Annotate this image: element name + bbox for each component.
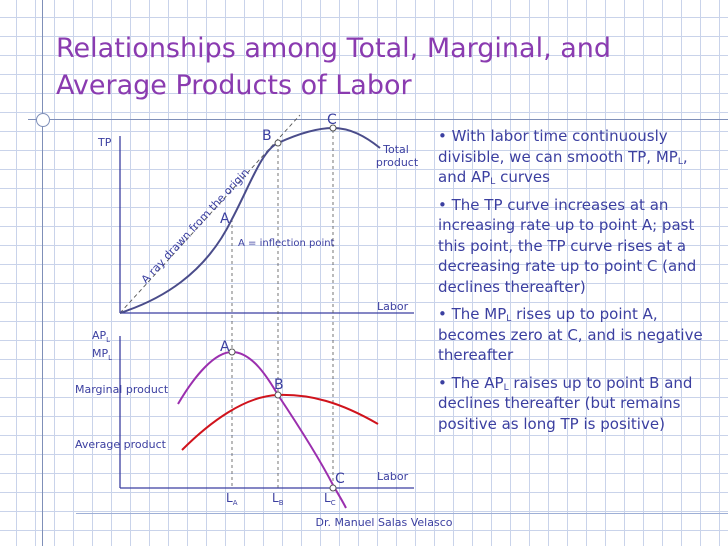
labor-tick-lc: LC xyxy=(324,491,336,507)
mp-point-c-label: C xyxy=(335,471,345,487)
bullet-item: • The TP curve increases at an increasin… xyxy=(438,195,697,296)
inflection-point-label: A = inflection point xyxy=(238,238,335,249)
marginal-product-label: Marginal product xyxy=(75,383,169,396)
slide-title: Relationships among Total, Marginal, and… xyxy=(56,30,696,104)
decorative-vertical-rule xyxy=(42,0,43,546)
average-product-label: Average product xyxy=(75,438,167,451)
tp-point-b-label: B xyxy=(262,128,272,144)
tp-point-c-marker xyxy=(329,124,337,132)
tp-x-axis-label: Labor xyxy=(377,300,409,313)
title-line-2: Average Products of Labor xyxy=(56,70,412,101)
ray-label: A ray drawn from the origin xyxy=(139,166,252,286)
tp-point-a-label: A xyxy=(220,211,230,227)
total-product-label-line1: Total xyxy=(382,143,409,156)
bullet-item: • The MPL rises up to point A, becomes z… xyxy=(438,305,703,364)
tp-axis-label: TP xyxy=(97,136,112,149)
bullet-item: • With labor time continuously divisible… xyxy=(438,127,688,187)
mp-point-c-marker xyxy=(329,484,337,492)
labor-tick-lb: LB xyxy=(272,491,284,507)
total-product-label-line2: product xyxy=(376,156,419,169)
bullet-item: • The APL raises up to point B and decli… xyxy=(438,373,693,433)
average-product-curve xyxy=(181,393,379,451)
footer-author: Dr. Manuel Salas Velasco xyxy=(315,516,453,529)
decorative-circle xyxy=(36,113,50,127)
bullet-list: • With labor time continuously divisible… xyxy=(438,126,710,441)
mp-point-a-marker xyxy=(228,348,236,356)
mp-axis-label: MPL xyxy=(92,347,112,362)
ap-point-b-label: B xyxy=(274,377,284,393)
ap-point-b-marker xyxy=(274,391,282,399)
ray-from-origin xyxy=(119,114,301,314)
mp-x-axis-label: Labor xyxy=(377,470,409,483)
ap-axis-label: APL xyxy=(92,329,110,344)
title-line-1: Relationships among Total, Marginal, and xyxy=(56,33,612,64)
tp-point-b-marker xyxy=(274,139,282,147)
footer-rule xyxy=(76,513,728,514)
labor-tick-la: LA xyxy=(226,491,238,507)
decorative-horizontal-rule xyxy=(28,119,728,120)
tp-point-c-label: C xyxy=(327,112,337,128)
mp-point-a-label: A xyxy=(220,339,230,355)
total-product-curve xyxy=(119,126,381,314)
